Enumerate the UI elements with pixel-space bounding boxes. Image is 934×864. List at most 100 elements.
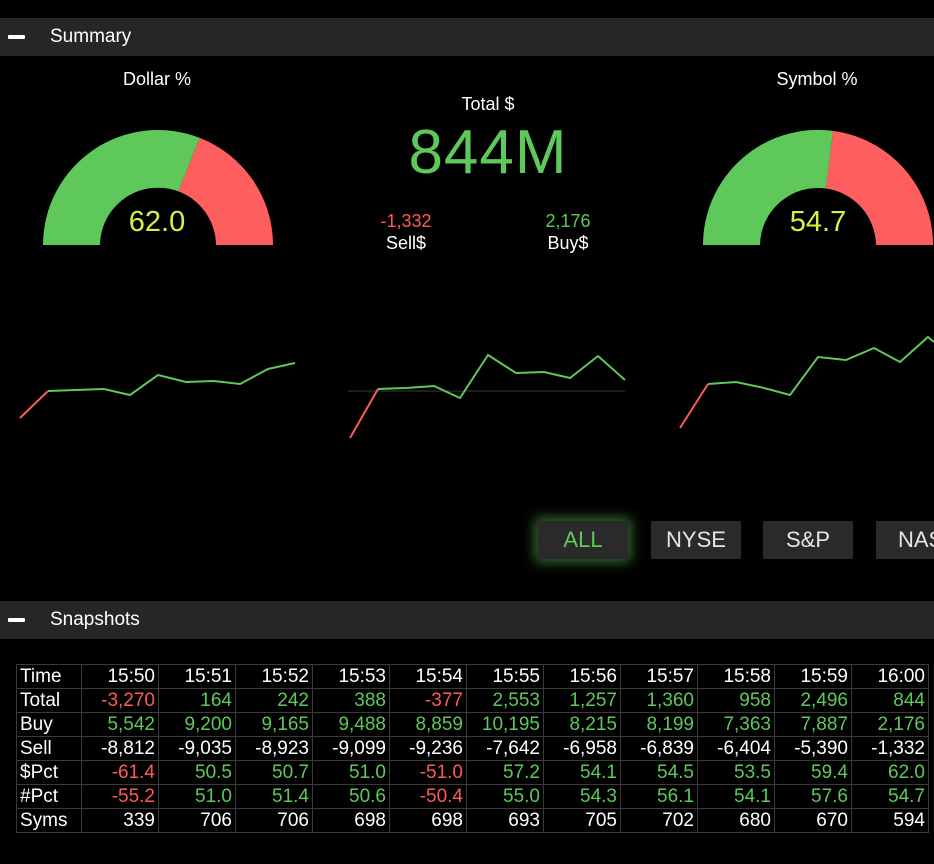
table-cell: 693 (466, 808, 544, 833)
time-header-cell: 16:00 (851, 664, 929, 689)
table-cell: 55.0 (466, 784, 544, 809)
summary-header: Summary (0, 18, 934, 56)
dollar-gauge (43, 130, 273, 245)
table-row: Buy 5,542 9,200 9,165 9,488 8,859 10,195 8,215 8… (16, 712, 929, 737)
table-cell: -9,099 (312, 736, 390, 761)
table-cell: 388 (312, 688, 390, 713)
table-cell: 8,215 (543, 712, 621, 737)
table-cell: 164 (158, 688, 236, 713)
row-label: Total (16, 688, 82, 713)
table-cell: 57.6 (774, 784, 852, 809)
row-label: $Pct (16, 760, 82, 785)
dollar-gauge-buy-arc (43, 130, 200, 245)
symbol-gauge (703, 129, 933, 245)
table-cell: 51.0 (158, 784, 236, 809)
table-cell: 50.7 (235, 760, 313, 785)
symbol-gauge-sell-arc (826, 130, 933, 245)
sell-value: -1,332 (380, 211, 432, 231)
dollar-gauge-label: Dollar % (122, 69, 192, 89)
table-cell: -6,404 (697, 736, 775, 761)
table-cell: 50.6 (312, 784, 390, 809)
time-header-cell: 15:50 (81, 664, 159, 689)
time-header-cell: 15:57 (620, 664, 698, 689)
table-cell: 698 (389, 808, 467, 833)
table-cell: 1,257 (543, 688, 621, 713)
symbol-sparkline (679, 335, 934, 429)
table-cell: -6,839 (620, 736, 698, 761)
time-header-cell: 15:52 (235, 664, 313, 689)
table-cell: -7,642 (466, 736, 544, 761)
time-header-cell: 15:51 (158, 664, 236, 689)
table-cell: 51.4 (235, 784, 313, 809)
table-cell: -6,958 (543, 736, 621, 761)
table-cell: 1,360 (620, 688, 698, 713)
table-cell: 958 (697, 688, 775, 713)
dollar-sparkline (19, 362, 296, 419)
time-header-cell: 15:54 (389, 664, 467, 689)
table-cell: 10,195 (466, 712, 544, 737)
symbol-gauge-buy-arc (703, 129, 833, 245)
table-cell: -51.0 (389, 760, 467, 785)
table-cell: -8,812 (81, 736, 159, 761)
buy-value: 2,176 (545, 211, 591, 231)
table-row: Sell -8,812 -9,035 -8,923 -9,099 -9,236 -7,642… (16, 736, 929, 761)
row-header-time: Time (16, 664, 82, 689)
table-cell: 242 (235, 688, 313, 713)
symbol-gauge-value: 54.7 (789, 206, 847, 238)
symbol-gauge-label: Symbol % (776, 69, 858, 89)
table-cell: 8,859 (389, 712, 467, 737)
table-cell: 680 (697, 808, 775, 833)
summary-collapse-icon[interactable] (8, 35, 25, 39)
table-cell: -3,270 (81, 688, 159, 713)
table-cell: 7,363 (697, 712, 775, 737)
dollar-gauge-sell-arc (178, 137, 273, 245)
summary-title: Summary (50, 26, 132, 47)
table-cell: -5,390 (774, 736, 852, 761)
filter-sp-button[interactable]: S&P (763, 521, 853, 559)
table-cell: 5,542 (81, 712, 159, 737)
filter-nyse-button[interactable]: NYSE (651, 521, 741, 559)
table-cell: -50.4 (389, 784, 467, 809)
snapshots-collapse-icon[interactable] (8, 618, 25, 622)
table-cell: 702 (620, 808, 698, 833)
table-cell: 54.5 (620, 760, 698, 785)
table-cell: 594 (851, 808, 929, 833)
table-cell: -9,035 (158, 736, 236, 761)
buy-label: Buy$ (547, 233, 589, 253)
table-cell: 8,199 (620, 712, 698, 737)
table-cell: 54.3 (543, 784, 621, 809)
table-cell: -9,236 (389, 736, 467, 761)
table-cell: -55.2 (81, 784, 159, 809)
snapshots-table: Time 15:50 15:51 15:52 15:53 15:54 15:55 15:56 1… (16, 664, 929, 833)
snapshots-header: Snapshots (0, 601, 934, 639)
table-cell: 53.5 (697, 760, 775, 785)
table-cell: 339 (81, 808, 159, 833)
table-cell: -8,923 (235, 736, 313, 761)
table-cell: 2,176 (851, 712, 929, 737)
table-cell: 9,165 (235, 712, 313, 737)
total-label: Total $ (461, 94, 515, 114)
dollar-gauge-value: 62.0 (128, 206, 186, 238)
table-cell: 9,200 (158, 712, 236, 737)
sell-label: Sell$ (385, 233, 427, 253)
row-label: Syms (16, 808, 82, 833)
table-cell: 56.1 (620, 784, 698, 809)
table-cell: 59.4 (774, 760, 852, 785)
table-header-row: Time 15:50 15:51 15:52 15:53 15:54 15:55 15:56 1… (16, 664, 929, 689)
table-cell: -1,332 (851, 736, 929, 761)
snapshots-title: Snapshots (50, 609, 140, 630)
filter-all-button[interactable]: ALL (538, 521, 628, 559)
table-cell: 2,496 (774, 688, 852, 713)
time-header-cell: 15:59 (774, 664, 852, 689)
table-row: Total -3,270 164 242 388 -377 2,553 1,257 1,360 9… (16, 688, 929, 713)
table-cell: 2,553 (466, 688, 544, 713)
filter-nas-button[interactable]: NAS (876, 521, 934, 559)
table-row: $Pct -61.4 50.5 50.7 51.0 -51.0 57.2 54.1 54.5 53… (16, 760, 929, 785)
table-cell: 705 (543, 808, 621, 833)
row-label: #Pct (16, 784, 82, 809)
table-cell: 51.0 (312, 760, 390, 785)
table-cell: 844 (851, 688, 929, 713)
row-label: Sell (16, 736, 82, 761)
total-value: 844M (408, 118, 568, 187)
table-cell: 54.7 (851, 784, 929, 809)
